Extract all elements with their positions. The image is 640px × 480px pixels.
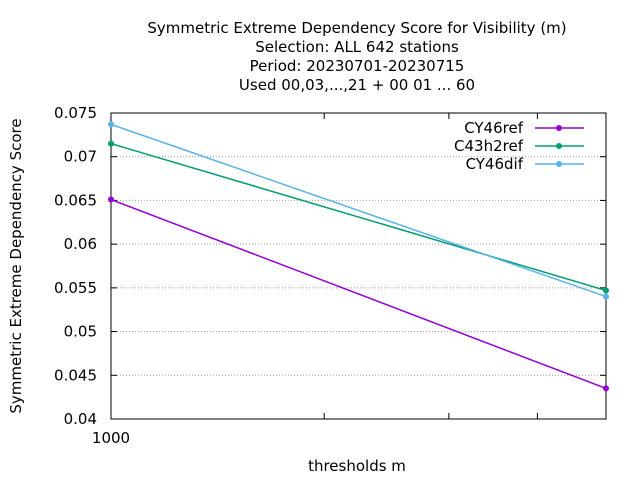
chart-title-line: Selection: ALL 642 stations bbox=[255, 38, 459, 56]
x-axis-label: thresholds m bbox=[308, 457, 406, 475]
legend-label: CY46ref bbox=[464, 119, 524, 137]
series-line bbox=[110, 198, 607, 390]
data-point bbox=[108, 140, 114, 147]
y-tick-label: 0.045 bbox=[54, 366, 97, 384]
chart-title-line: Symmetric Extreme Dependency Score for V… bbox=[147, 19, 566, 37]
data-point bbox=[108, 196, 114, 203]
grid bbox=[111, 156, 606, 376]
data-point bbox=[603, 287, 609, 294]
series-line bbox=[110, 123, 607, 298]
y-tick-label: 0.05 bbox=[64, 323, 97, 341]
data-point bbox=[603, 293, 609, 300]
chart-title-line: Used 00,03,...,21 + 00 01 ... 60 bbox=[239, 76, 475, 94]
y-tick-label: 0.055 bbox=[54, 279, 97, 297]
series-line bbox=[110, 142, 607, 292]
y-tick-label: 0.04 bbox=[64, 410, 97, 428]
y-axis-label: Symmetric Extreme Dependency Score bbox=[7, 118, 25, 413]
y-axis: 0.04 0.045 0.05 0.055 0.06 0.065 0.07 0.075 bbox=[54, 104, 606, 428]
chart-title-line: Period: 20230701-20230715 bbox=[250, 57, 465, 75]
legend-label: CY46dif bbox=[466, 155, 524, 173]
legend-marker bbox=[556, 143, 562, 149]
legend-label: C43h2ref bbox=[454, 137, 524, 155]
x-tick-label: 1000 bbox=[92, 429, 130, 447]
x-axis: 1000 bbox=[92, 113, 607, 447]
chart-title: Symmetric Extreme Dependency Score for V… bbox=[147, 19, 566, 94]
plot-frame bbox=[110, 112, 607, 420]
data-point bbox=[603, 385, 609, 392]
y-tick-label: 0.07 bbox=[64, 148, 97, 166]
y-tick-label: 0.06 bbox=[64, 235, 97, 253]
legend-marker bbox=[556, 125, 562, 131]
data-point bbox=[108, 121, 114, 128]
y-tick-label: 0.065 bbox=[54, 191, 97, 209]
legend-marker bbox=[556, 161, 562, 167]
y-tick-label: 0.075 bbox=[54, 104, 97, 122]
series bbox=[108, 121, 609, 392]
